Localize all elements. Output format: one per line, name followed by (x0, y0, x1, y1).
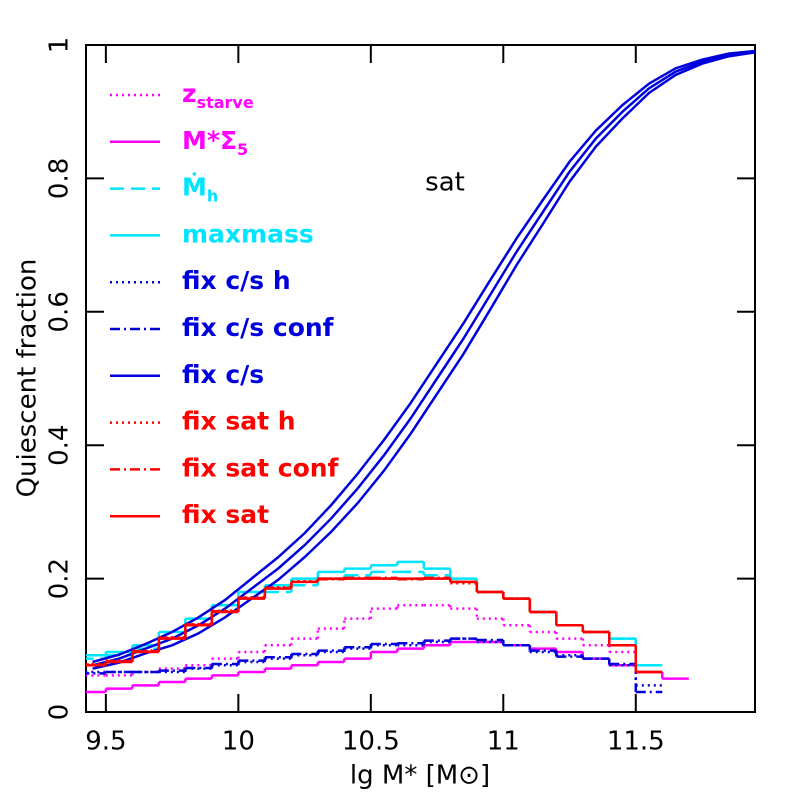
legend-label: zstarve (182, 79, 254, 112)
legend-name: maxmass (182, 219, 314, 248)
annotation: sat (425, 168, 465, 198)
x-tick-label: 11.5 (607, 727, 665, 757)
legend-subscript: h (207, 186, 218, 205)
x-tick-label: 9.5 (85, 727, 126, 757)
y-axis-label: Quiescent fraction (13, 259, 43, 498)
legend-subscript: 5 (237, 139, 248, 158)
legend-label: fix c/s h (182, 266, 291, 295)
y-tick-label: 1 (45, 37, 75, 54)
x-tick-label: 10.5 (342, 727, 400, 757)
y-tick-label: 0.2 (45, 558, 75, 599)
legend-name: fix sat h (182, 407, 296, 436)
legend-name: Ṁ (182, 173, 207, 202)
legend-label: fix c/s conf (182, 313, 335, 342)
x-tick-label: 10 (222, 727, 255, 757)
x-axis-label: lg M* [M⊙] (350, 761, 490, 791)
legend-label: fix sat conf (182, 453, 340, 482)
legend-label: M*Σ5 (182, 126, 248, 159)
legend-name: z (182, 79, 197, 108)
legend-label: maxmass (182, 219, 314, 248)
y-tick-label: 0 (45, 704, 75, 721)
legend-name: fix sat conf (182, 453, 340, 482)
legend-name: fix c/s h (182, 266, 291, 295)
legend-name: fix sat (182, 500, 269, 529)
plot-lines (86, 49, 755, 694)
y-tick-label: 0.6 (45, 291, 75, 332)
legend-label: fix sat h (182, 407, 296, 436)
legend-name: fix c/s (182, 360, 264, 389)
y-tick-label: 0.8 (45, 158, 75, 199)
curve (92, 50, 755, 667)
plot-frame (85, 44, 756, 713)
legend-subscript: starve (197, 93, 254, 112)
legend-name: fix c/s conf (182, 313, 335, 342)
legend-label: fix sat (182, 500, 269, 529)
curve (92, 49, 755, 664)
y-tick-label: 0.4 (45, 425, 75, 466)
legend-name: M*Σ (182, 126, 237, 155)
curve (92, 51, 755, 670)
legend-label: Ṁh (182, 173, 218, 206)
legend-label: fix c/s (182, 360, 264, 389)
x-tick-label: 11 (487, 727, 520, 757)
